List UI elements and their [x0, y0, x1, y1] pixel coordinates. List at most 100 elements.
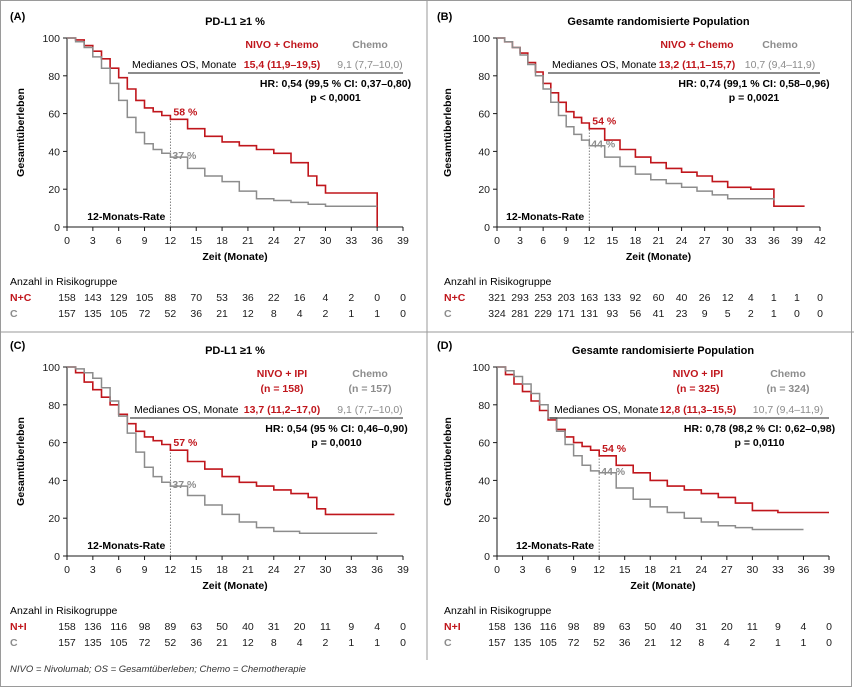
y-tick-label: 40 [478, 146, 490, 158]
x-tick-label: 15 [190, 564, 202, 576]
y-tick-label: 80 [478, 71, 490, 83]
risk-cell: 4 [748, 292, 754, 304]
risk-cell: 0 [817, 308, 823, 320]
x-tick-label: 24 [268, 235, 280, 247]
x-tick-label: 42 [814, 235, 826, 247]
legend-control-n: (n = 324) [767, 383, 810, 395]
y-tick-label: 100 [472, 33, 490, 45]
risk-cell: 116 [540, 621, 557, 633]
y-tick-label: 80 [48, 71, 60, 83]
x-tick-label: 0 [64, 564, 70, 576]
y-tick-label: 20 [478, 184, 490, 196]
risk-cell: 158 [58, 292, 76, 304]
x-tick-label: 39 [791, 235, 803, 247]
risk-cell: 9 [702, 308, 708, 320]
twelve-month-rate-label: 12-Monats-Rate [87, 211, 165, 223]
y-tick-label: 20 [48, 513, 60, 525]
risk-cell: 8 [698, 637, 704, 649]
risk-cell: 116 [110, 621, 127, 633]
legend-median-label: Medianes OS, Monate [552, 59, 657, 71]
risk-cell: 129 [110, 292, 128, 304]
y-tick-label: 60 [478, 109, 490, 121]
risk-cell: 2 [749, 637, 755, 649]
risk-cell: 36 [190, 308, 202, 320]
hazard-ratio-text: HR: 0,54 (99,5 % CI: 0,37–0,80) [260, 78, 411, 90]
risk-table-header: Anzahl in Risikogruppe [444, 276, 552, 288]
risk-cell: 0 [400, 621, 406, 633]
x-tick-label: 30 [320, 564, 332, 576]
y-axis-label: Gesamtüberleben [15, 88, 27, 177]
risk-row-label: C [444, 637, 452, 649]
x-tick-label: 21 [242, 235, 254, 247]
legend-control-median: 9,1 (7,7–10,0) [337, 404, 402, 416]
x-tick-label: 12 [583, 235, 595, 247]
legend-control-name: Chemo [762, 39, 798, 51]
x-axis-label: Zeit (Monate) [202, 580, 267, 592]
y-tick-label: 20 [478, 513, 490, 525]
x-tick-label: 36 [371, 235, 383, 247]
risk-cell: 8 [271, 308, 277, 320]
risk-cell: 136 [514, 621, 532, 633]
risk-cell: 0 [400, 292, 406, 304]
risk-cell: 4 [801, 621, 807, 633]
y-tick-label: 60 [478, 438, 490, 450]
p-value-text: p < 0,0001 [310, 92, 361, 104]
risk-cell: 1 [348, 308, 354, 320]
risk-cell: 12 [670, 637, 682, 649]
risk-row-label: C [444, 308, 452, 320]
legend-control-name: Chemo [770, 368, 806, 380]
x-tick-label: 30 [320, 235, 332, 247]
risk-cell: 1 [348, 637, 354, 649]
x-tick-label: 27 [699, 235, 711, 247]
legend-treatment-name: NIVO + Chemo [660, 39, 733, 51]
series-line-control [497, 37, 775, 201]
legend-treatment-name: NIVO + IPI [257, 368, 308, 380]
y-axis-label: Gesamtüberleben [442, 417, 454, 506]
y-tick-label: 80 [48, 400, 60, 412]
x-axis-label: Zeit (Monate) [626, 251, 691, 263]
risk-cell: 8 [271, 637, 277, 649]
legend-treatment-median: 15,4 (11,9–19,5) [244, 59, 320, 71]
risk-cell: 26 [699, 292, 711, 304]
risk-cell: 50 [644, 621, 656, 633]
risk-cell: 52 [593, 637, 605, 649]
x-tick-label: 3 [90, 235, 96, 247]
panel-letter: (A) [10, 11, 26, 23]
x-axis-label: Zeit (Monate) [202, 251, 267, 263]
risk-cell: 135 [514, 637, 532, 649]
y-tick-label: 100 [472, 362, 490, 374]
x-tick-label: 18 [644, 564, 656, 576]
x-tick-label: 9 [142, 564, 148, 576]
y-tick-label: 0 [54, 551, 60, 563]
risk-cell: 1 [771, 308, 777, 320]
series-line-treatment [497, 366, 829, 514]
risk-cell: 105 [539, 637, 557, 649]
risk-cell: 88 [165, 292, 177, 304]
x-tick-label: 9 [563, 235, 569, 247]
risk-cell: 0 [374, 292, 380, 304]
risk-cell: 2 [348, 292, 354, 304]
x-tick-label: 12 [593, 564, 605, 576]
p-value-text: p = 0,0110 [735, 437, 785, 449]
risk-cell: 131 [581, 308, 599, 320]
x-tick-label: 3 [517, 235, 523, 247]
rate-label-control: 37 % [172, 150, 197, 162]
hazard-ratio-text: HR: 0,54 (95 % CI: 0,46–0,90) [265, 423, 407, 435]
x-tick-label: 12 [165, 235, 177, 247]
risk-cell: 1 [794, 292, 800, 304]
risk-cell: 9 [348, 621, 354, 633]
series-line-control [497, 366, 804, 531]
legend-treatment-n: (n = 325) [677, 383, 720, 395]
risk-cell: 72 [139, 308, 151, 320]
risk-cell: 98 [568, 621, 580, 633]
risk-cell: 321 [488, 292, 506, 304]
x-tick-label: 27 [294, 235, 306, 247]
legend-treatment-median: 12,8 (11,3–15,5) [660, 404, 736, 416]
x-tick-label: 21 [670, 564, 682, 576]
y-tick-label: 100 [42, 362, 60, 374]
risk-cell: 20 [721, 621, 733, 633]
risk-cell: 60 [653, 292, 665, 304]
y-axis-label: Gesamtüberleben [442, 88, 454, 177]
x-tick-label: 39 [823, 564, 835, 576]
